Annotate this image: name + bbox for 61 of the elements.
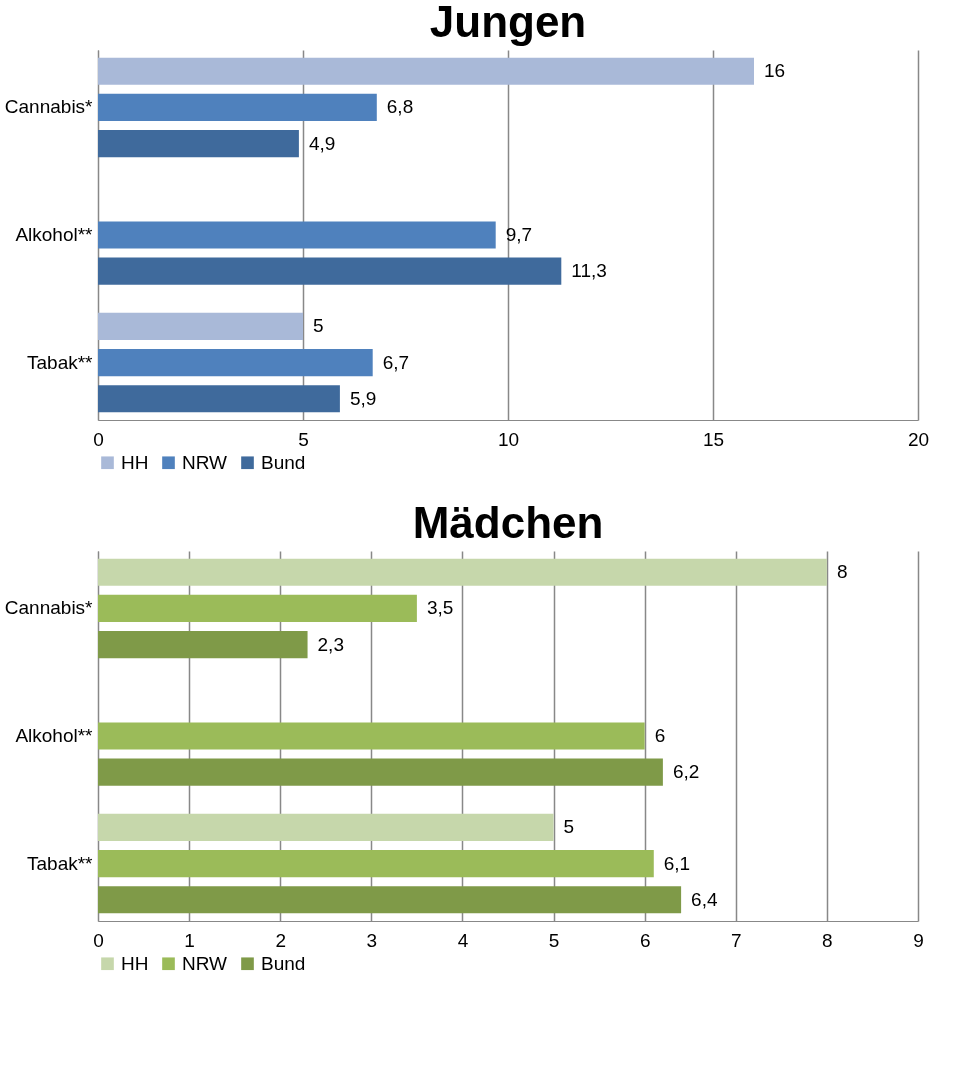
data-label: 16 bbox=[764, 60, 786, 82]
x-tick-label: 6 bbox=[639, 929, 651, 951]
x-tick-label: 15 bbox=[702, 428, 725, 450]
data-label: 8 bbox=[836, 561, 848, 583]
data-label: 5 bbox=[563, 816, 575, 838]
data-label: 4,9 bbox=[308, 132, 336, 154]
bar bbox=[98, 594, 417, 622]
data-label: 3,5 bbox=[426, 597, 454, 619]
bar bbox=[98, 221, 496, 249]
x-tick-label: 20 bbox=[907, 428, 930, 450]
legend-label: NRW bbox=[182, 952, 228, 974]
x-tick-label: 3 bbox=[366, 929, 378, 951]
data-label: 2,3 bbox=[317, 633, 344, 655]
y-tick-label: Tabak** bbox=[27, 351, 94, 373]
x-tick-label: 1 bbox=[184, 929, 195, 951]
y-tick-label: Cannabis* bbox=[4, 597, 94, 619]
bar bbox=[98, 813, 554, 841]
chart-title: Jungen bbox=[429, 0, 587, 46]
x-tick-label: 0 bbox=[93, 929, 104, 951]
x-tick-label: 8 bbox=[822, 929, 833, 951]
data-label: 11,3 bbox=[571, 260, 607, 282]
bar bbox=[98, 758, 663, 786]
bar bbox=[98, 385, 340, 413]
data-label: 6,4 bbox=[691, 888, 718, 910]
chart-title: Mädchen bbox=[412, 498, 604, 547]
bar bbox=[98, 850, 654, 878]
y-tick-label: Cannabis* bbox=[4, 96, 94, 118]
legend-label: HH bbox=[121, 952, 149, 974]
data-label: 6,2 bbox=[672, 761, 700, 783]
legend-label: Bund bbox=[261, 952, 306, 974]
x-tick-label: 5 bbox=[298, 428, 309, 450]
data-label: 6,7 bbox=[382, 351, 410, 373]
bar bbox=[98, 257, 562, 285]
data-label: 6,1 bbox=[663, 852, 691, 874]
y-tick-label: Alkohol** bbox=[15, 224, 94, 245]
x-tick-label: 2 bbox=[275, 929, 287, 951]
x-tick-label: 4 bbox=[457, 929, 469, 951]
legend-label: NRW bbox=[182, 451, 228, 473]
data-label: 5,9 bbox=[349, 387, 377, 409]
bar bbox=[98, 349, 373, 377]
bar bbox=[98, 886, 682, 914]
data-label: 5 bbox=[313, 315, 324, 337]
bar bbox=[98, 558, 827, 586]
y-tick-label: Alkohol** bbox=[15, 725, 94, 746]
bar bbox=[98, 130, 299, 158]
x-tick-label: 5 bbox=[548, 929, 560, 951]
bar bbox=[98, 312, 303, 340]
x-tick-label: 0 bbox=[93, 428, 104, 450]
bar bbox=[98, 93, 377, 121]
bar bbox=[98, 722, 645, 750]
data-label: 6 bbox=[654, 725, 666, 746]
data-label: 9,7 bbox=[505, 224, 533, 245]
x-tick-label: 7 bbox=[730, 929, 742, 951]
x-tick-label: 10 bbox=[497, 428, 520, 450]
legend-label: HH bbox=[121, 451, 149, 473]
bar bbox=[98, 57, 754, 85]
legend-label: Bund bbox=[261, 451, 306, 473]
bar bbox=[98, 631, 308, 659]
x-tick-label: 9 bbox=[913, 929, 924, 951]
y-tick-label: Tabak** bbox=[27, 852, 94, 874]
data-label: 6,8 bbox=[386, 96, 414, 118]
